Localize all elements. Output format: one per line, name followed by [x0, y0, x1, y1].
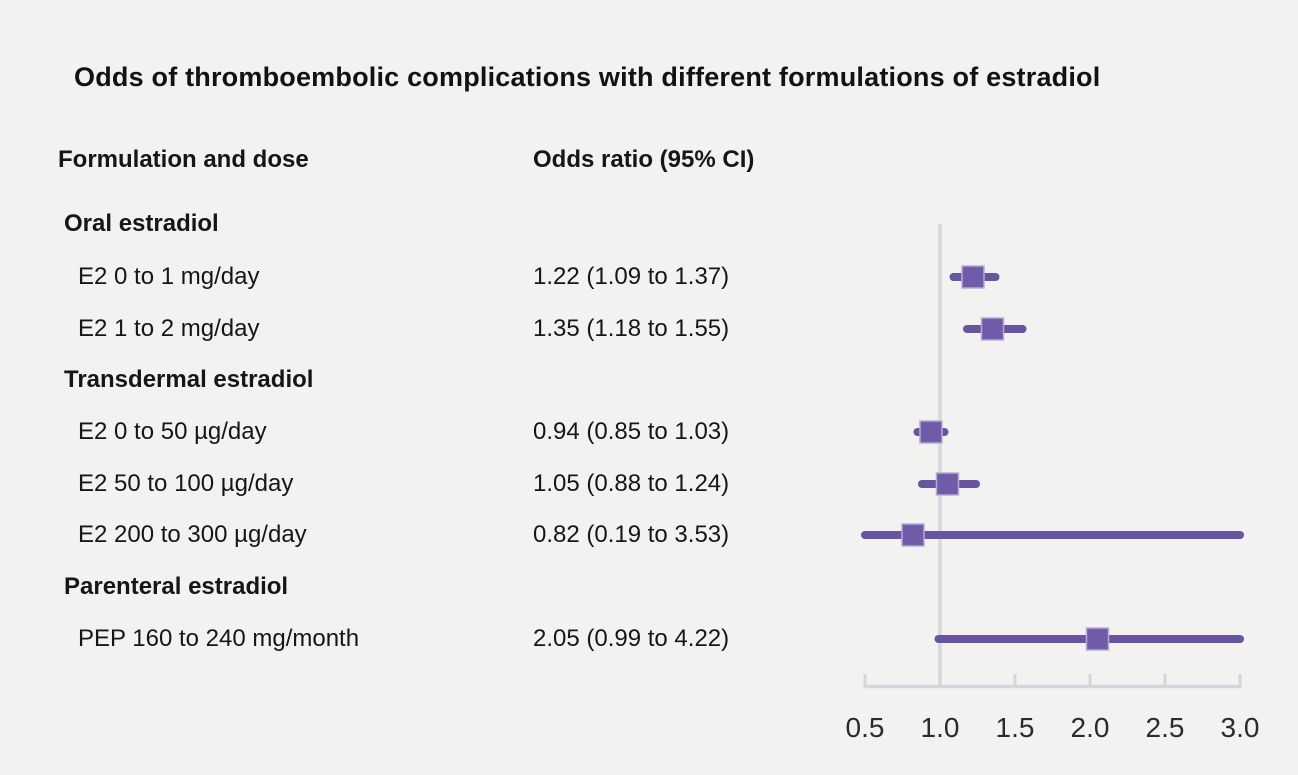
tick-label: 2.0 — [1071, 712, 1110, 743]
table-row: E2 0 to 1 mg/day 1.22 (1.09 to 1.37) — [0, 264, 830, 290]
group-row: Transdermal estradiol — [0, 367, 830, 393]
or-marker — [1085, 627, 1110, 651]
row-value: 1.05 (0.88 to 1.24) — [533, 470, 730, 497]
row-label: E2 1 to 2 mg/day — [78, 315, 260, 342]
tick-label: 1.0 — [921, 712, 960, 743]
figure-title: Odds of thromboembolic complications wit… — [74, 62, 1101, 92]
group-row: Parenteral estradiol — [0, 574, 830, 600]
table-row: PEP 160 to 240 mg/month 2.05 (0.99 to 4.2… — [0, 626, 830, 652]
or-marker — [901, 523, 925, 547]
row-label: E2 0 to 1 mg/day — [78, 263, 260, 290]
tick-label: 3.0 — [1221, 712, 1260, 743]
or-marker — [961, 265, 985, 289]
table-row: E2 0 to 50 µg/day 0.94 (0.85 to 1.03) — [0, 419, 830, 445]
table-row: E2 1 to 2 mg/day 1.35 (1.18 to 1.55) — [0, 316, 830, 342]
row-value: 2.05 (0.99 to 4.22) — [533, 625, 730, 652]
column-header-odds-ratio: Odds ratio (95% CI) — [533, 146, 755, 173]
or-marker — [935, 472, 960, 496]
table-row: E2 50 to 100 µg/day 1.05 (0.88 to 1.24) — [0, 471, 830, 497]
row-value: 0.94 (0.85 to 1.03) — [533, 418, 730, 445]
row-label: E2 200 to 300 µg/day — [78, 521, 307, 548]
column-header-formulation: Formulation and dose — [58, 146, 309, 173]
tick-label: 2.5 — [1146, 712, 1185, 743]
row-label: E2 50 to 100 µg/day — [78, 470, 294, 497]
tick-label: 0.5 — [846, 712, 885, 743]
row-label: Transdermal estradiol — [64, 366, 314, 393]
tick-label: 1.5 — [996, 712, 1035, 743]
table-row: E2 200 to 300 µg/day 0.82 (0.19 to 3.53) — [0, 522, 830, 548]
row-label: Oral estradiol — [64, 210, 219, 237]
row-value: 0.82 (0.19 to 3.53) — [533, 521, 730, 548]
row-value: 1.22 (1.09 to 1.37) — [533, 263, 730, 290]
or-marker — [919, 420, 943, 444]
group-row: Oral estradiol — [0, 211, 830, 237]
row-label: PEP 160 to 240 mg/month — [78, 625, 360, 652]
or-marker — [980, 317, 1005, 341]
row-value: 1.35 (1.18 to 1.55) — [533, 315, 730, 342]
row-label: E2 0 to 50 µg/day — [78, 418, 267, 445]
row-label: Parenteral estradiol — [64, 573, 289, 600]
